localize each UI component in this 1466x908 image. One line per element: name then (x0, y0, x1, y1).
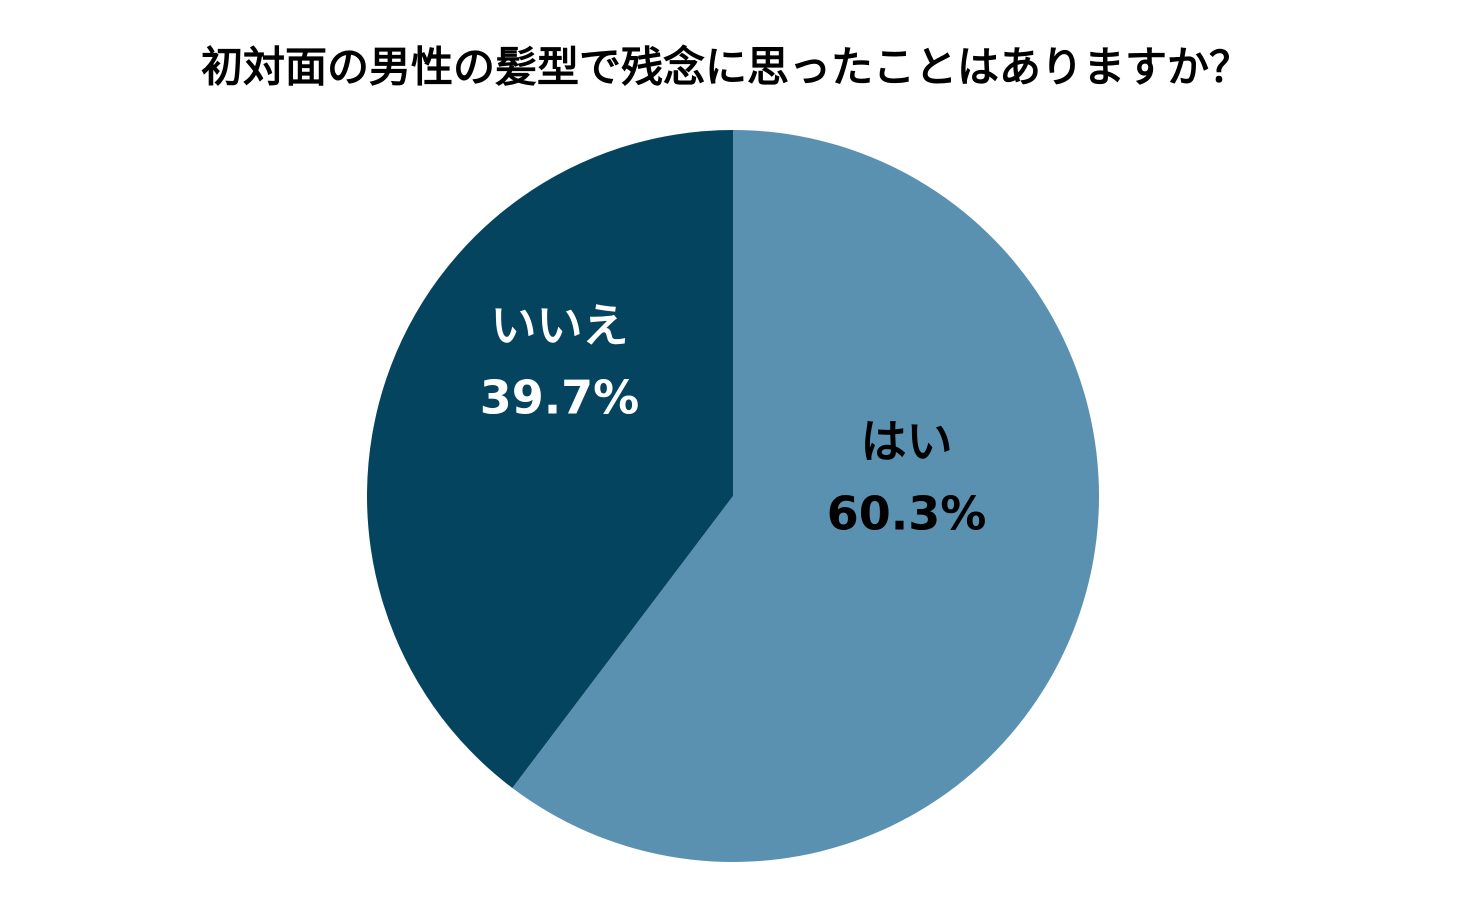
pie-slice (512, 130, 1100, 862)
pie-slice (367, 129, 733, 788)
value-label: 60.3% (827, 487, 987, 541)
slice-label: はい (861, 415, 953, 469)
slice-label: いいえ (490, 298, 628, 352)
value-label: 39.7% (480, 370, 640, 424)
chart-title: 初対面の男性の髪型で残念に思ったことはありますか？ (201, 43, 1251, 92)
